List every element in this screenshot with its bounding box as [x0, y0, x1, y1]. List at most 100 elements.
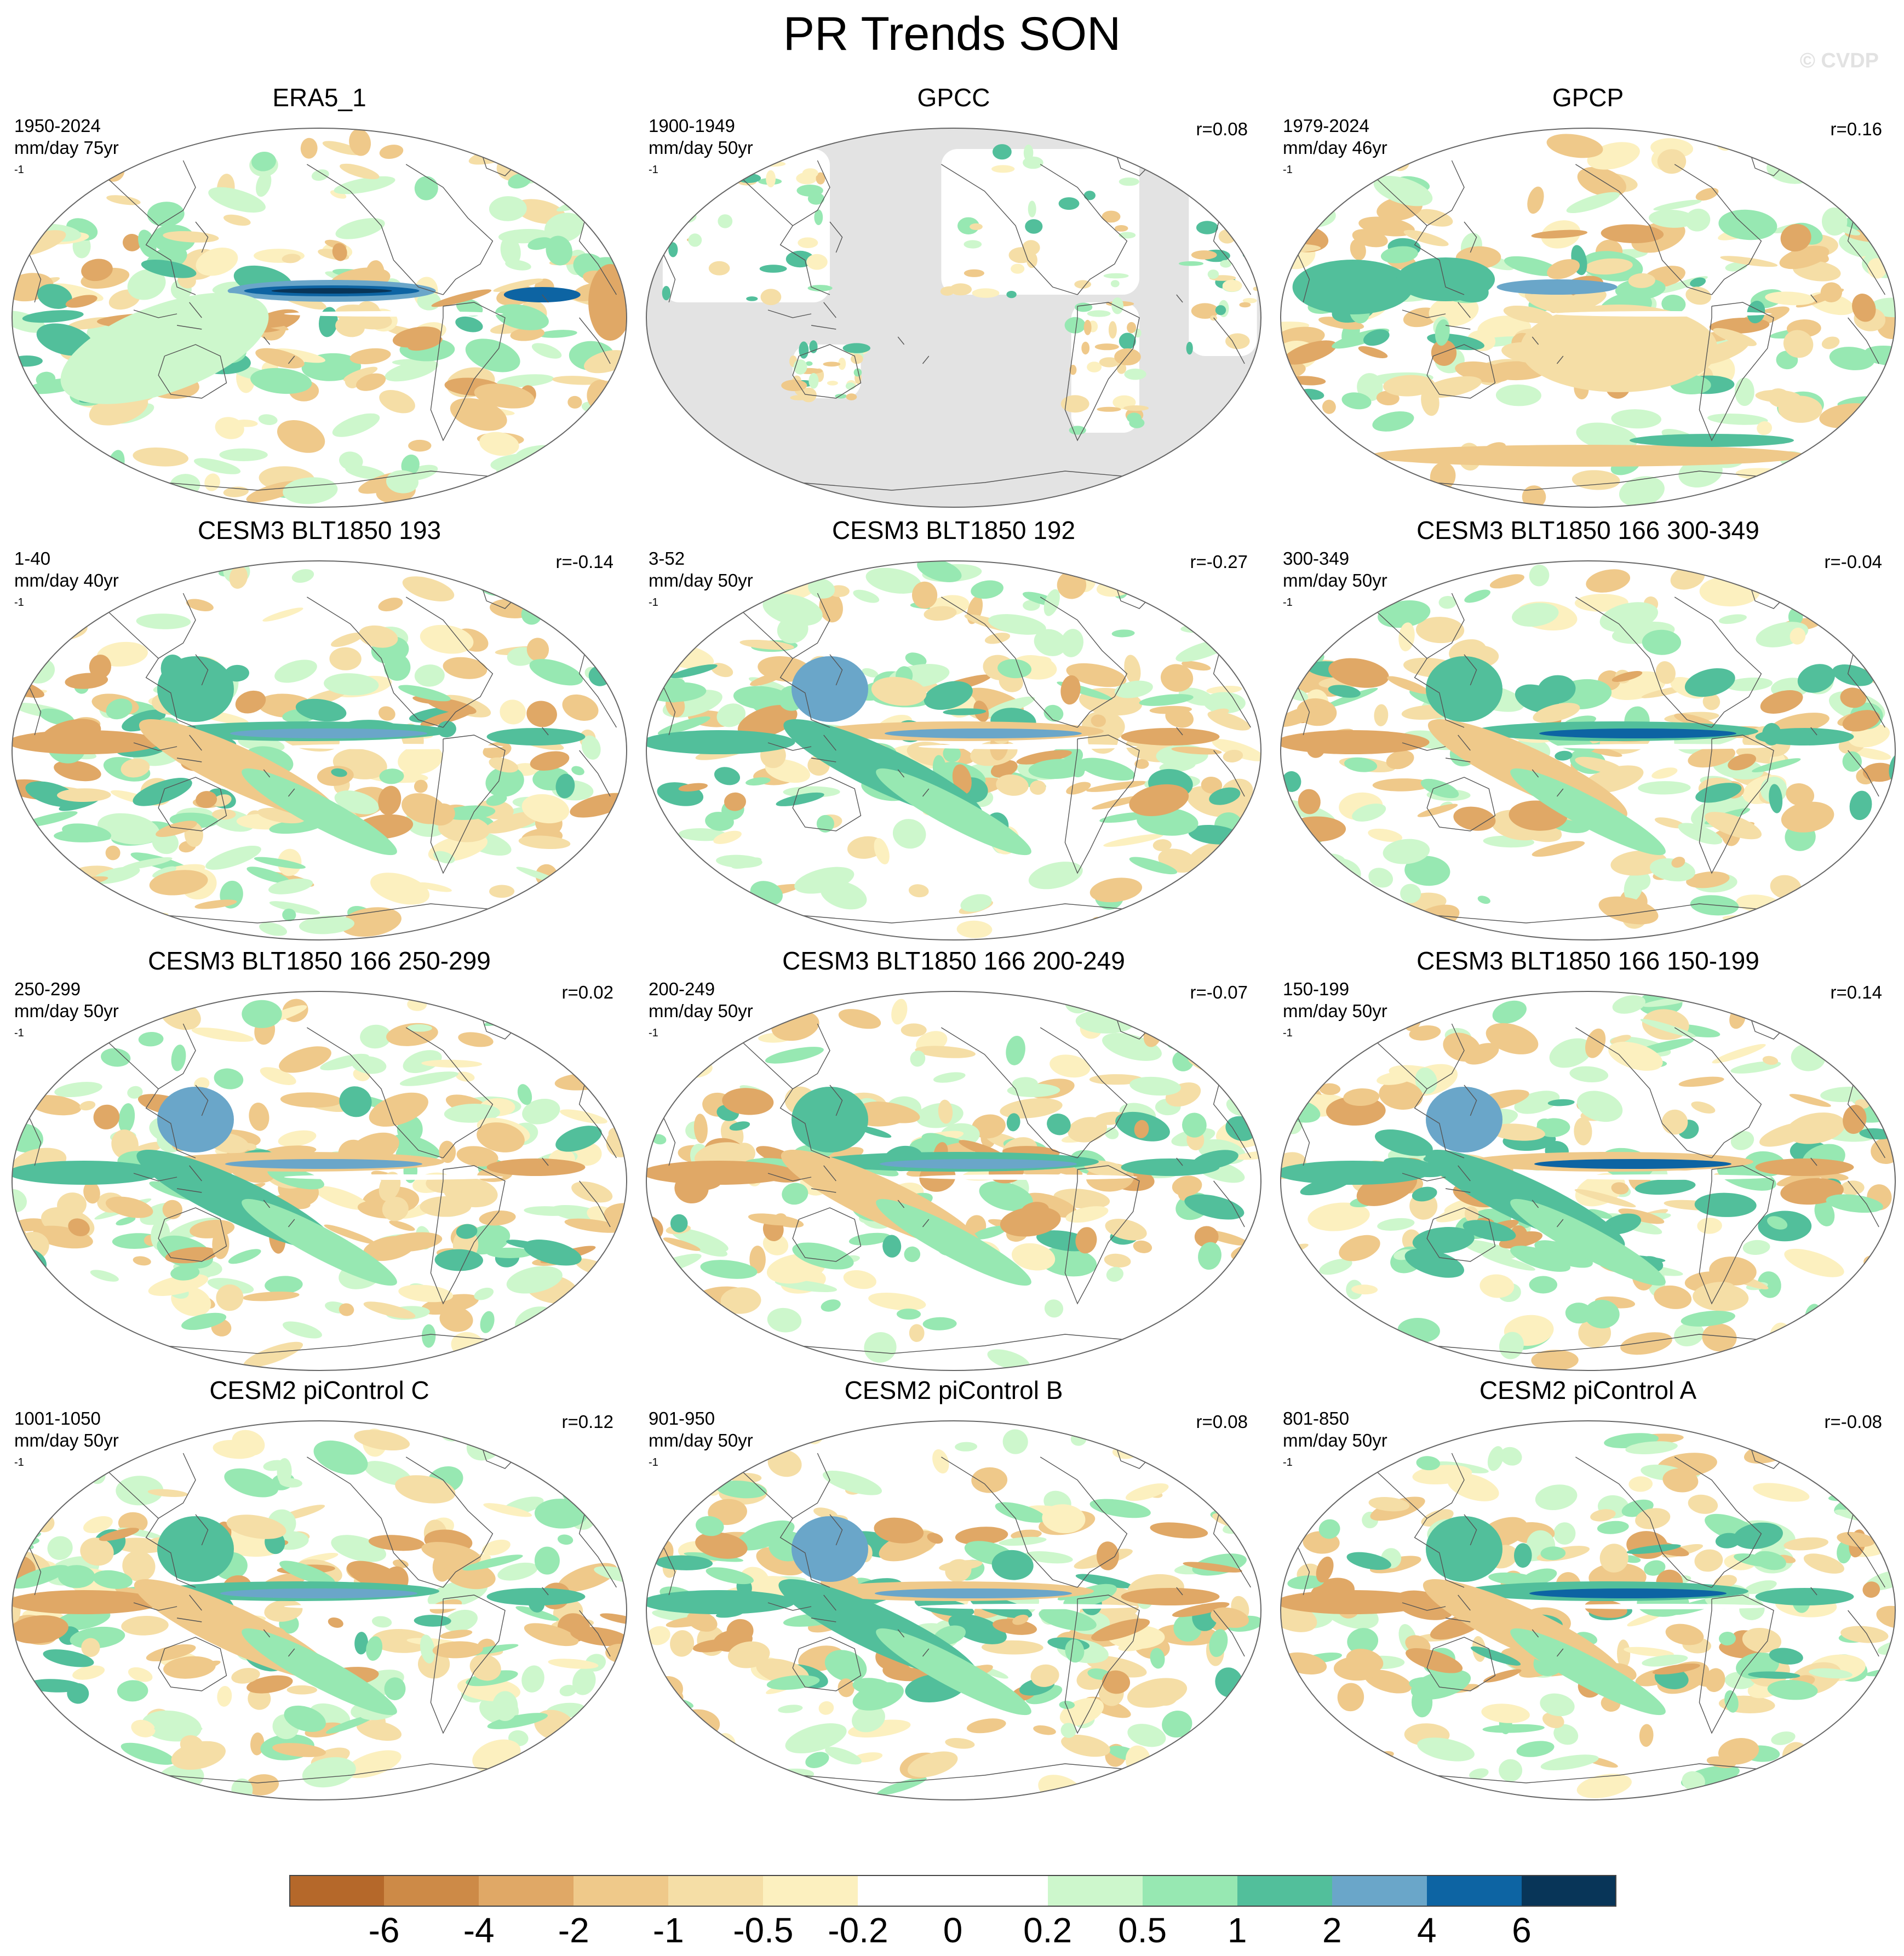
precip-trend-map	[646, 128, 1261, 508]
precip-trend-map	[12, 128, 627, 508]
map-panel: CESM3 BLT1850 193 1-40 mm/day 40yr -1 r=-0.1…	[4, 515, 634, 948]
colorbar-tick-label: -4	[463, 1911, 495, 1950]
panel-title: CESM2 piControl C	[209, 1376, 429, 1404]
precip-trend-map	[646, 1420, 1261, 1800]
colorbar-box	[1142, 1875, 1238, 1907]
units-text: mm/day 50yr	[649, 1001, 753, 1021]
pattern-correlation: r=0.02	[561, 982, 614, 1002]
map-outline	[646, 128, 1261, 508]
map-panel: CESM3 BLT1850 192 3-52 mm/day 50yr -1 r=-0.2…	[639, 515, 1269, 948]
precip-trend-map	[1280, 560, 1896, 940]
period-label: 3-52	[649, 548, 685, 569]
panel-title: CESM3 BLT1850 166 300-349	[1416, 516, 1759, 544]
units-label: mm/day 40yr -1	[14, 570, 119, 613]
units-label: mm/day 50yr -1	[1283, 570, 1387, 613]
pattern-correlation: r=0.08	[1196, 119, 1248, 139]
colorbar-tick-label: 4	[1417, 1911, 1437, 1950]
colorbar-box	[763, 1875, 858, 1907]
units-exponent: -1	[14, 596, 24, 609]
units-exponent: -1	[1283, 1456, 1293, 1469]
precip-trend-map	[646, 991, 1261, 1371]
map-panel: GPCP 1979-2024 mm/day 46yr -1 r=0.16	[1273, 82, 1903, 515]
panel-title: CESM3 BLT1850 166 150-199	[1416, 947, 1759, 975]
colorbar-tick-label: 0	[943, 1911, 963, 1950]
period-label: 200-249	[649, 979, 715, 999]
units-label: mm/day 50yr -1	[649, 1430, 753, 1473]
panel-title: CESM3 BLT1850 166 250-299	[148, 947, 491, 975]
panel-info: 1950-2024 mm/day 75yr -1	[14, 115, 119, 181]
units-text: mm/day 46yr	[1283, 137, 1387, 158]
period-label: 801-850	[1283, 1408, 1350, 1429]
period-label: 1-40	[14, 548, 51, 569]
units-label: mm/day 46yr -1	[1283, 137, 1387, 181]
map-outline	[12, 991, 627, 1371]
map-panel: CESM3 BLT1850 166 150-199 150-199 mm/day 5…	[1273, 945, 1903, 1378]
colorbar-box	[1237, 1875, 1333, 1907]
panel-info: 150-199 mm/day 50yr -1	[1283, 978, 1387, 1044]
precip-trend-map	[12, 560, 627, 940]
period-label: 1979-2024	[1283, 116, 1369, 136]
trend-field	[1281, 1433, 1895, 1798]
colorbar-box	[1521, 1875, 1617, 1907]
trend-field	[646, 128, 1261, 507]
units-label: mm/day 50yr -1	[1283, 1430, 1387, 1473]
panel-title: CESM3 BLT1850 166 200-249	[782, 947, 1125, 975]
colorbar-tick-label: 2	[1322, 1911, 1342, 1950]
panel-title: CESM2 piControl B	[844, 1376, 1063, 1404]
panel-info: 1979-2024 mm/day 46yr -1	[1283, 115, 1387, 181]
panel-info: 1001-1050 mm/day 50yr -1	[14, 1408, 119, 1473]
panel-title: CESM3 BLT1850 193	[197, 516, 441, 544]
colorbar-box	[289, 1875, 385, 1907]
panel-info: 200-249 mm/day 50yr -1	[649, 978, 753, 1044]
pattern-correlation: r=0.14	[1830, 982, 1883, 1002]
panel-info: 901-950 mm/day 50yr -1	[649, 1408, 753, 1473]
units-label: mm/day 50yr -1	[14, 1000, 119, 1044]
panel-title: GPCP	[1552, 83, 1624, 112]
units-text: mm/day 50yr	[14, 1430, 119, 1450]
units-text: mm/day 50yr	[1283, 1430, 1387, 1450]
panel-info: 801-850 mm/day 50yr -1	[1283, 1408, 1387, 1473]
trend-field	[12, 561, 627, 937]
units-exponent: -1	[14, 1027, 24, 1039]
panel-title: CESM3 BLT1850 192	[831, 516, 1076, 544]
pattern-correlation: r=-0.07	[1190, 982, 1248, 1002]
pattern-correlation: r=-0.08	[1824, 1412, 1882, 1432]
map-panel: CESM2 piControl C 1001-1050 mm/day 50yr -1 r…	[4, 1375, 634, 1808]
colorbar-tick-label: 0.5	[1118, 1911, 1167, 1950]
map-outline	[12, 1420, 627, 1800]
units-label: mm/day 50yr -1	[1283, 1000, 1387, 1044]
units-text: mm/day 50yr	[649, 137, 753, 158]
precip-trend-map	[646, 560, 1261, 940]
colorbar-tick-label: -0.2	[828, 1911, 888, 1950]
map-outline	[646, 991, 1261, 1371]
map-outline	[646, 560, 1261, 940]
colorbar-tick-label: -6	[368, 1911, 400, 1950]
precip-trend-map	[1280, 1420, 1896, 1800]
precip-trend-map	[1280, 128, 1896, 508]
trend-field	[1281, 131, 1895, 507]
units-label: mm/day 50yr -1	[649, 1000, 753, 1044]
panel-title: GPCC	[917, 83, 990, 112]
map-panel: ERA5_1 1950-2024 mm/day 75yr -1	[4, 82, 634, 515]
period-label: 1900-1949	[649, 116, 735, 136]
colorbar-tick-label: 1	[1227, 1911, 1247, 1950]
colorbar-box	[1047, 1875, 1143, 1907]
units-exponent: -1	[14, 1456, 24, 1469]
units-exponent: -1	[649, 1027, 658, 1039]
period-label: 1001-1050	[14, 1408, 101, 1429]
map-outline	[1280, 1420, 1896, 1800]
units-text: mm/day 50yr	[649, 570, 753, 590]
pattern-correlation: r=0.08	[1196, 1412, 1248, 1432]
units-exponent: -1	[1283, 596, 1293, 609]
colorbar-tick-label: -0.5	[733, 1911, 794, 1950]
map-outline	[12, 560, 627, 940]
panel-title: ERA5_1	[272, 83, 366, 112]
panel-info: 3-52 mm/day 50yr -1	[649, 548, 753, 613]
figure-title: PR Trends SON	[783, 8, 1121, 60]
colorbar-box	[479, 1875, 574, 1907]
panel-info: 1900-1949 mm/day 50yr -1	[649, 115, 753, 181]
units-text: mm/day 75yr	[14, 137, 119, 158]
map-outline	[1280, 128, 1896, 508]
panel-info: 1-40 mm/day 40yr -1	[14, 548, 119, 613]
map-panel: GPCC 1900-1949 mm/day 50yr -1 r=0.08	[639, 82, 1269, 515]
